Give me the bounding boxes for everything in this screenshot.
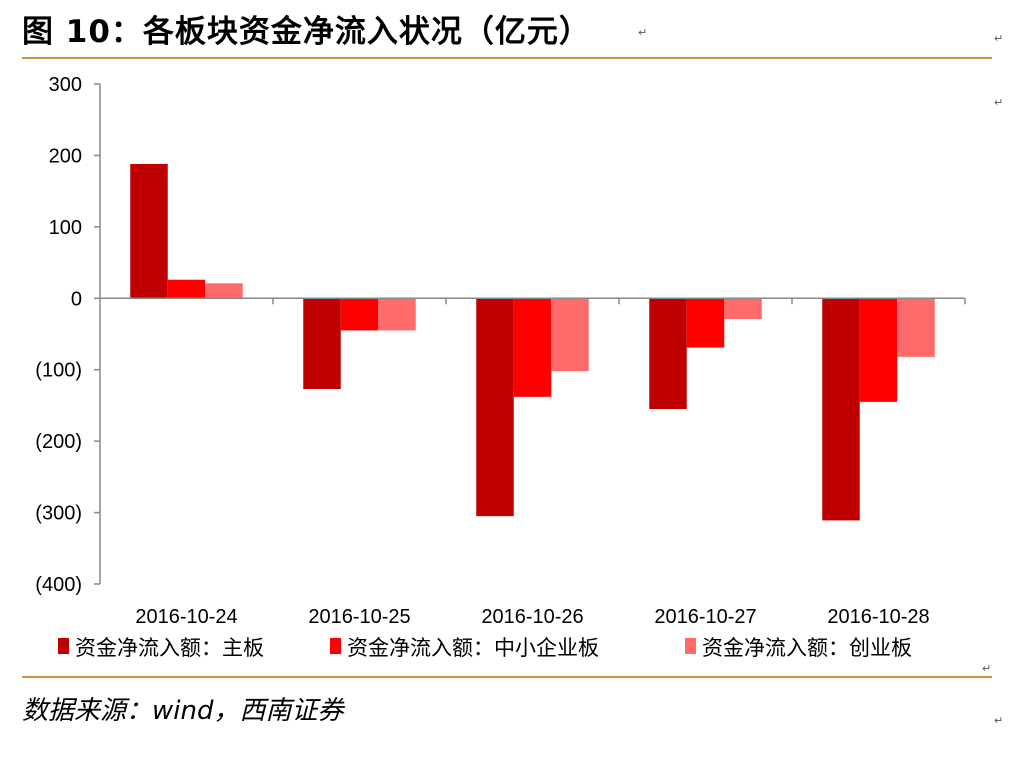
bar — [130, 164, 168, 299]
x-tick-label: 2016-10-27 — [654, 606, 756, 628]
legend: 资金净流入额：主板 资金净流入额：中小企业板 资金净流入额：创业板 — [58, 637, 912, 660]
y-tick-label: (300) — [35, 503, 82, 525]
y-tick-label: 200 — [49, 145, 82, 167]
bar — [686, 298, 725, 348]
legend-swatch — [330, 638, 341, 654]
legend-label: 资金净流入额：主板 — [75, 637, 264, 660]
bar — [551, 298, 589, 372]
bar — [205, 283, 243, 299]
figure-title: 图 10：各板块资金净流入状况（亿元） — [22, 14, 591, 50]
pilcrow-mark: ↵ — [994, 32, 1004, 45]
legend-label: 资金净流入额：中小企业板 — [347, 637, 599, 660]
bar — [859, 298, 898, 402]
pilcrow-mark: ↵ — [994, 96, 1004, 109]
pilcrow-mark: ↵ — [982, 662, 992, 675]
bar — [167, 279, 206, 299]
bar — [724, 298, 762, 319]
y-tick-label: 100 — [49, 217, 82, 239]
y-tick-label: (200) — [35, 431, 82, 453]
x-tick-label: 2016-10-28 — [827, 606, 929, 628]
y-axis: 300 200 100 0 (100) (200) (300) (400) — [35, 74, 101, 596]
pilcrow-mark: ↵ — [638, 26, 648, 39]
legend-swatch — [685, 638, 696, 654]
bottom-rule — [22, 676, 992, 678]
y-tick-label: 300 — [49, 74, 82, 96]
bar — [897, 298, 935, 357]
bar — [513, 298, 552, 397]
bar — [378, 298, 416, 331]
x-tick-label: 2016-10-24 — [135, 606, 237, 628]
bar — [476, 298, 514, 517]
y-tick-label: 0 — [71, 288, 82, 310]
legend-label: 资金净流入额：创业板 — [702, 637, 912, 660]
legend-swatch — [58, 638, 69, 654]
x-tick-label: 2016-10-25 — [308, 606, 410, 628]
pilcrow-mark: ↵ — [994, 714, 1004, 727]
y-tick-label: (400) — [35, 574, 82, 596]
bar — [649, 298, 687, 409]
bar — [822, 298, 860, 521]
x-axis-labels: 2016-10-24 2016-10-25 2016-10-26 2016-10-27… — [135, 606, 929, 628]
bars — [100, 164, 966, 521]
top-rule — [22, 57, 992, 59]
bar — [340, 298, 379, 331]
bar — [303, 298, 341, 389]
source-note: 数据来源：wind，西南证券 — [22, 696, 344, 726]
y-tick-label: (100) — [35, 360, 82, 382]
x-tick-label: 2016-10-26 — [481, 606, 583, 628]
